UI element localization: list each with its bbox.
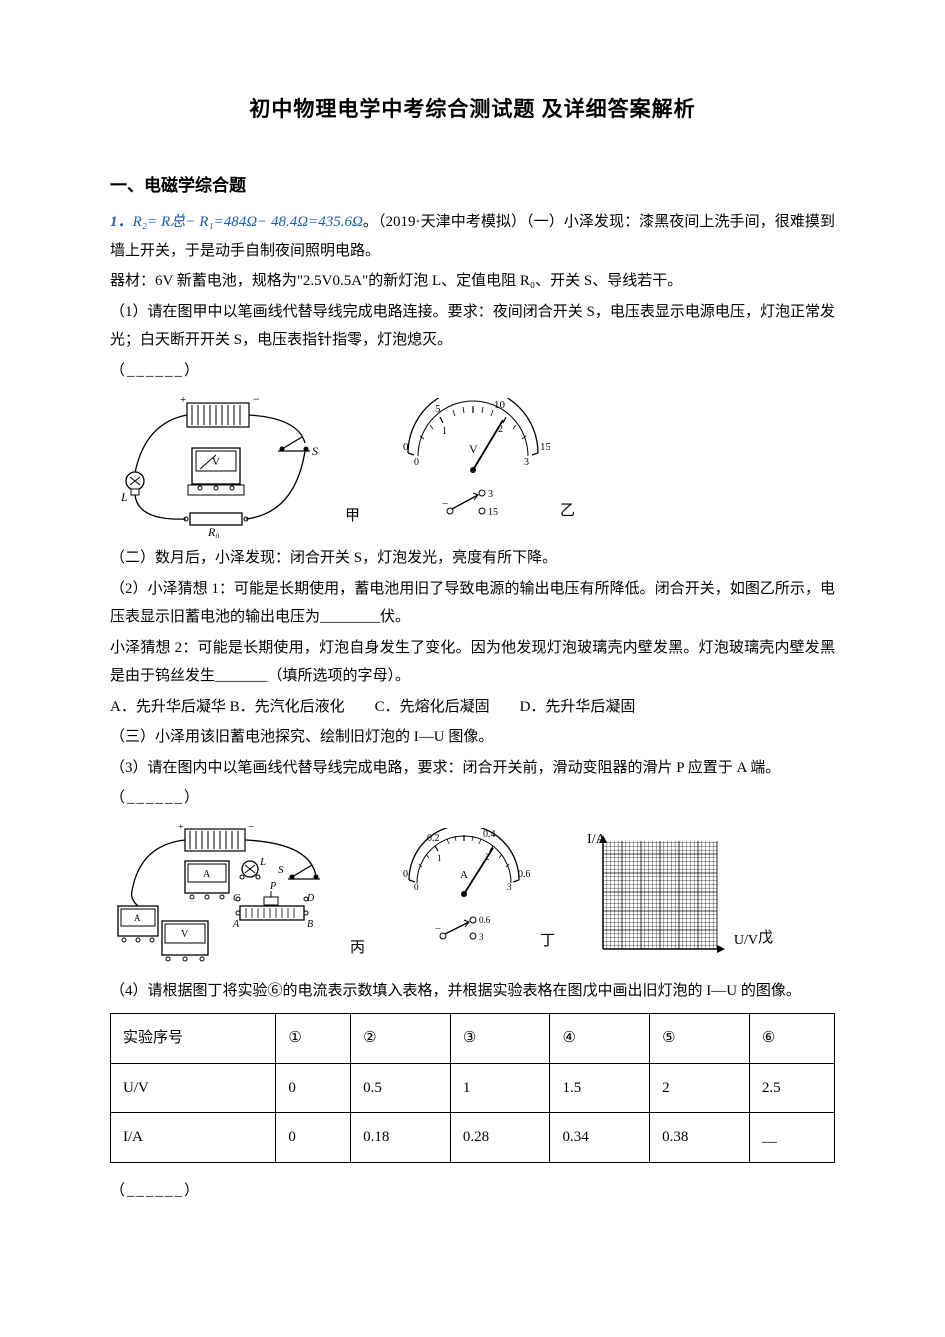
figure-jia-circuit: +− L S V R₀ xyxy=(110,393,335,538)
svg-text:0.6: 0.6 xyxy=(479,915,491,925)
options: A．先升华后凝华 B．先汽化后液化 C．先熔化后凝固 D．先升华后凝固 xyxy=(110,693,835,722)
svg-text:15: 15 xyxy=(540,441,550,453)
fig-label-bing: 丙 xyxy=(350,934,365,963)
figure-row-1: + − L S V R₀ xyxy=(110,393,835,538)
svg-text:−: − xyxy=(435,924,441,935)
cell: I/A xyxy=(111,1113,276,1163)
svg-text:S: S xyxy=(278,864,284,876)
doc-title: 初中物理电学中考综合测试题 及详细答案解析 xyxy=(110,90,835,130)
svg-text:1: 1 xyxy=(442,426,447,437)
svg-text:0: 0 xyxy=(403,441,409,453)
svg-text:0.6: 0.6 xyxy=(518,869,530,880)
figure-yi-meter: 0 5 10 15 0 1 2 3 V − 3 15 xyxy=(390,398,550,533)
figure-ding-meter: 0 0.2 0.4 0.6 0 1 2 3 A − 0.6 3 xyxy=(395,828,530,963)
th: ⑤ xyxy=(650,1014,750,1064)
cell: 0.28 xyxy=(450,1113,550,1163)
th: 实验序号 xyxy=(111,1014,276,1064)
axis-x: U/V xyxy=(734,928,758,955)
cell: 2.5 xyxy=(749,1063,834,1113)
svg-text:15: 15 xyxy=(488,507,498,518)
svg-text:5: 5 xyxy=(435,403,441,415)
svg-text:A: A xyxy=(203,869,211,880)
fig-label-ding: 丁 xyxy=(540,927,555,956)
svg-text:0.4: 0.4 xyxy=(483,829,496,840)
svg-text:10: 10 xyxy=(494,399,506,411)
blank-2: （______） xyxy=(110,784,835,813)
svg-text:0: 0 xyxy=(414,882,419,892)
th: ① xyxy=(276,1014,351,1064)
blank-3: （______） xyxy=(110,1177,835,1206)
svg-text:P: P xyxy=(269,881,276,892)
cell: 0 xyxy=(276,1063,351,1113)
svg-text:A: A xyxy=(460,869,468,881)
q3: （3）请在图内中以笔画线代替导线完成电路，要求：闭合开关前，滑动变阻器的滑片 P… xyxy=(110,754,835,783)
cell: 1 xyxy=(450,1063,550,1113)
svg-text:B: B xyxy=(307,919,313,930)
cell: 1.5 xyxy=(550,1063,650,1113)
fig-label-jia: 甲 xyxy=(345,502,360,531)
cell: 0.18 xyxy=(351,1113,451,1163)
q1: （1）请在图甲中以笔画线代替导线完成电路连接。要求：夜间闭合开关 S，电压表显示… xyxy=(110,298,835,355)
svg-text:S: S xyxy=(312,444,318,458)
cell: 0.34 xyxy=(550,1113,650,1163)
cell: __ xyxy=(749,1113,834,1163)
svg-text:L: L xyxy=(259,856,266,868)
svg-text:+: + xyxy=(180,394,186,406)
svg-text:3: 3 xyxy=(507,882,512,892)
svg-text:L: L xyxy=(120,490,128,504)
svg-text:1: 1 xyxy=(437,853,442,863)
svg-text:−: − xyxy=(248,821,254,833)
table-row: U/V 0 0.5 1 1.5 2 2.5 xyxy=(111,1063,835,1113)
cell: 2 xyxy=(650,1063,750,1113)
figure-wu-grid xyxy=(585,831,730,961)
svg-text:3: 3 xyxy=(479,932,484,942)
svg-text:A: A xyxy=(232,919,240,930)
question-1-line: 1．R₂= R总− R₁=484Ω− 48.4Ω=435.6Ω。（2019·天津… xyxy=(110,208,835,265)
svg-text:0.2: 0.2 xyxy=(427,833,440,844)
svg-text:−: − xyxy=(442,498,448,510)
cell: 0.38 xyxy=(650,1113,750,1163)
formula: R₂= R总− R₁=484Ω− 48.4Ω=435.6Ω xyxy=(133,214,363,230)
svg-text:+: + xyxy=(178,822,184,833)
data-table: 实验序号 ① ② ③ ④ ⑤ ⑥ U/V 0 0.5 1 1.5 2 2.5 I… xyxy=(110,1013,835,1163)
blank-1: （______） xyxy=(110,357,835,386)
svg-text:V: V xyxy=(469,442,478,456)
cell: 0.5 xyxy=(351,1063,451,1113)
th: ④ xyxy=(550,1014,650,1064)
q4: （4）请根据图丁将实验⑥的电流表示数填入表格，并根据实验表格在图戊中画出旧灯泡的… xyxy=(110,977,835,1006)
svg-text:3: 3 xyxy=(524,457,529,468)
table-row: I/A 0 0.18 0.28 0.34 0.38 __ xyxy=(111,1113,835,1163)
cell: 0 xyxy=(276,1113,351,1163)
section-head: 一、电磁学综合题 xyxy=(110,170,835,202)
axis-y: I/A xyxy=(587,827,606,854)
fig-label-yi: 乙 xyxy=(560,497,575,526)
q2a: （2）小泽猜想 1：可能是长期使用，蓄电池用旧了导致电源的输出电压有所降低。闭合… xyxy=(110,575,835,632)
th: ② xyxy=(351,1014,451,1064)
svg-text:−: − xyxy=(253,393,260,406)
fig-label-wu: 戊 xyxy=(758,924,773,953)
svg-text:0: 0 xyxy=(403,869,408,880)
q2b: 小泽猜想 2：可能是长期使用，灯泡自身发生了变化。因为他发现灯泡玻璃壳内壁发黑。… xyxy=(110,634,835,691)
svg-text:V: V xyxy=(181,929,189,940)
svg-text:R₀: R₀ xyxy=(207,525,220,538)
svg-text:3: 3 xyxy=(488,489,493,500)
part2a: （二）数月后，小泽发现：闭合开关 S，灯泡发光，亮度有所下降。 xyxy=(110,544,835,573)
th: ⑥ xyxy=(749,1014,834,1064)
qnum: 1． xyxy=(110,214,133,230)
table-row: 实验序号 ① ② ③ ④ ⑤ ⑥ xyxy=(111,1014,835,1064)
materials: 器材：6V 新蓄电池，规格为"2.5V0.5A"的新灯泡 L、定值电阻 R₀、开… xyxy=(110,267,835,296)
svg-text:0: 0 xyxy=(414,457,419,468)
svg-text:A: A xyxy=(134,913,141,923)
figure-bing-circuit: + − S A L xyxy=(110,821,340,971)
part3a: （三）小泽用该旧蓄电池探究、绘制旧灯泡的 I—U 图像。 xyxy=(110,723,835,752)
cell: U/V xyxy=(111,1063,276,1113)
th: ③ xyxy=(450,1014,550,1064)
figure-row-2: + − S A L xyxy=(110,821,835,971)
